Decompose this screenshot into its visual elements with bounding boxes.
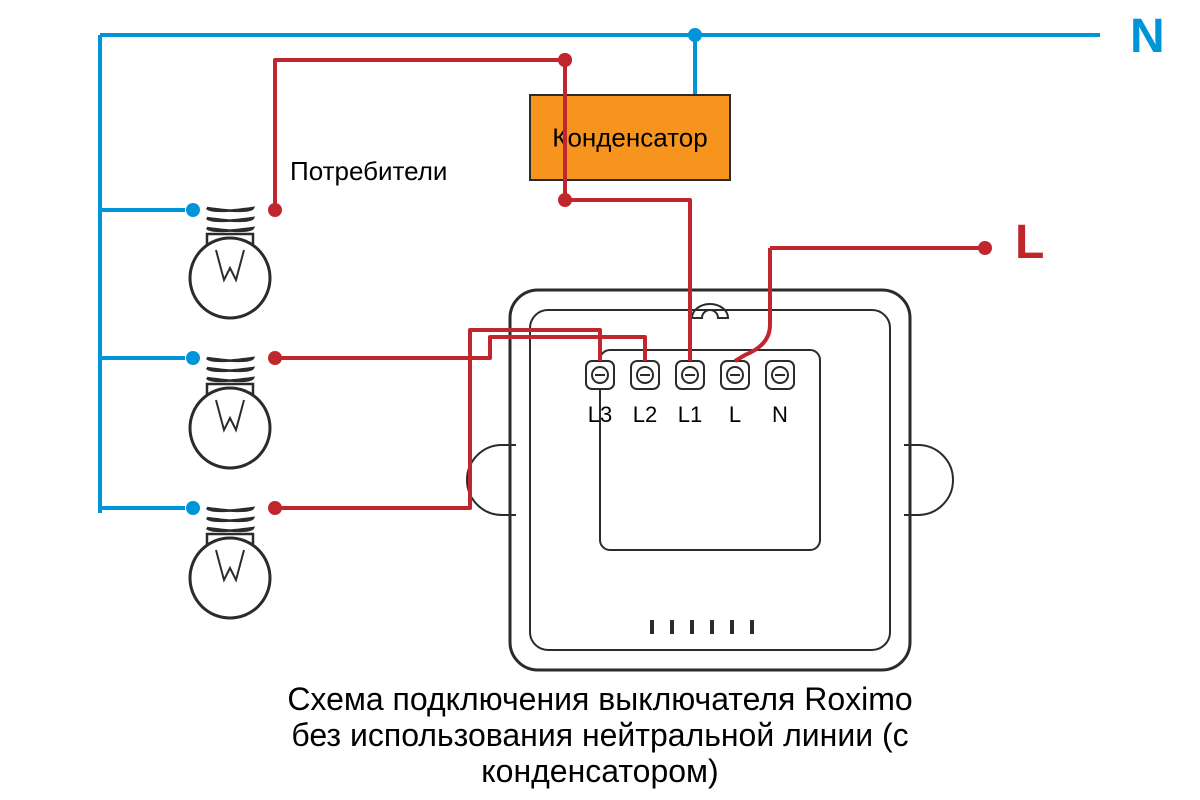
- terminal-label-4: N: [772, 402, 788, 427]
- bulb1-live-dot: [268, 203, 282, 217]
- terminal-label-0: L3: [588, 402, 612, 427]
- caption-line-1: без использования нейтральной линии (с: [291, 717, 908, 753]
- bulb-3: [190, 508, 270, 618]
- bulb-2: [190, 358, 270, 468]
- bulb3-live-dot: [268, 501, 282, 515]
- l-label: L: [1015, 216, 1044, 269]
- caption-line-0: Схема подключения выключателя Roximo: [287, 681, 912, 717]
- terminal-label-2: L1: [678, 402, 702, 427]
- neutral-dot-bulb-1: [186, 203, 200, 217]
- top-red-junction: [558, 53, 572, 67]
- live-dot-end: [978, 241, 992, 255]
- caption-line-2: конденсатором): [481, 753, 718, 789]
- terminal-label-1: L2: [633, 402, 657, 427]
- capacitor-label: Конденсатор: [552, 123, 707, 153]
- neutral-dot-bulb-2: [186, 351, 200, 365]
- bulb2-live-dot: [268, 351, 282, 365]
- consumers-label: Потребители: [290, 156, 447, 186]
- bulb-1: [190, 208, 270, 318]
- n-label: N: [1130, 10, 1165, 63]
- terminal-label-3: L: [729, 402, 741, 427]
- neutral-dot-bulb-3: [186, 501, 200, 515]
- bulb1-live-to-cap: [275, 60, 565, 210]
